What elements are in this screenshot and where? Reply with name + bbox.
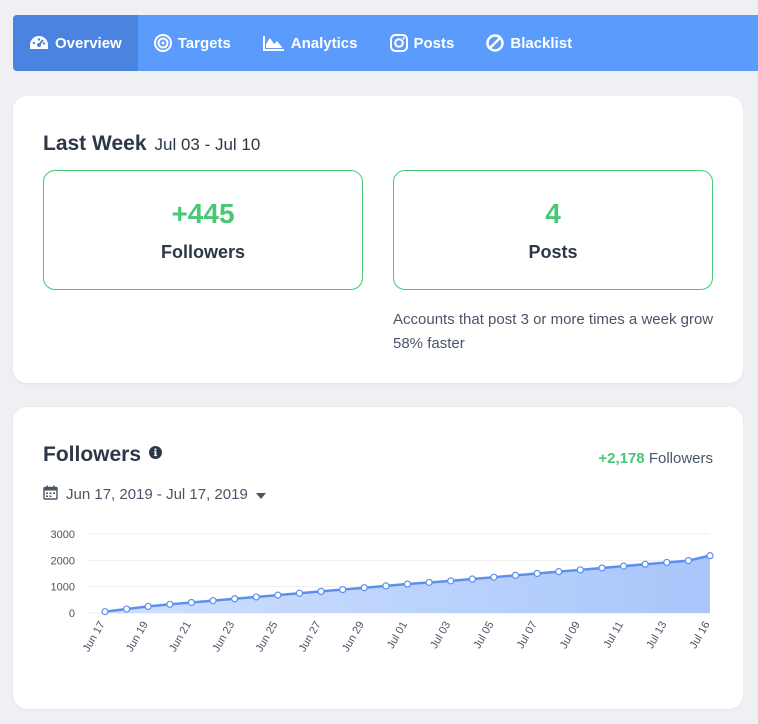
followers-total-label: Followers	[648, 450, 713, 467]
data-point	[468, 575, 476, 583]
data-point	[447, 577, 455, 585]
date-range-picker[interactable]: Jun 17, 2019 - Jul 17, 2019	[43, 485, 266, 504]
data-point	[490, 573, 498, 581]
ban-icon	[486, 34, 505, 52]
nav-item-label: Analytics	[290, 34, 358, 52]
data-point	[706, 552, 714, 560]
nav-item-overview[interactable]: Overview	[13, 15, 138, 71]
x-tick-label: Jun 25	[254, 620, 281, 655]
followers-chart: 0 1000 2000 3000 Jun 17 Jun 19 Jun 21 Jun 23 Jun…	[51, 529, 714, 655]
nav-item-analytics[interactable]: Analytics	[247, 15, 374, 71]
data-point	[382, 582, 390, 590]
target-icon	[153, 34, 172, 52]
data-point	[274, 591, 282, 599]
x-tick-label: Jul 11	[602, 620, 627, 651]
caret-down-icon	[255, 486, 266, 503]
followers-title: Followers	[43, 443, 142, 466]
data-point	[684, 556, 692, 565]
followers-heading: Followers	[43, 443, 163, 467]
data-point	[598, 564, 606, 572]
last-week-range: Jul 03 - Jul 10	[154, 135, 261, 154]
nav-item-targets[interactable]: Targets	[138, 15, 247, 71]
x-tick-label: Jun 19	[124, 620, 151, 655]
data-point	[295, 589, 304, 597]
x-tick-label: Jul 05	[471, 620, 496, 651]
last-week-title: Last Week	[43, 132, 147, 155]
data-point	[533, 569, 541, 578]
x-tick-label: Jun 29	[340, 620, 367, 655]
followers-stat-value: +445	[171, 197, 235, 229]
nav-item-blacklist[interactable]: Blacklist	[470, 15, 588, 71]
data-point	[425, 578, 433, 587]
followers-stat-box: +445 Followers	[43, 170, 363, 290]
posts-stat-box: 4 Posts	[393, 170, 713, 290]
nav-item-label: Posts	[413, 34, 455, 52]
y-tick-label: 3000	[51, 529, 75, 541]
data-point	[209, 597, 217, 605]
posting-tip: Accounts that post 3 or more times a wee…	[393, 311, 714, 352]
x-tick-label: Jul 09	[558, 620, 583, 651]
top-nav: Overview Targets Analytics Posts Blackli…	[13, 15, 758, 71]
date-range-label: Jun 17, 2019 - Jul 17, 2019	[66, 486, 248, 503]
y-tick-label: 0	[69, 608, 75, 620]
data-point	[360, 584, 368, 592]
x-tick-label: Jun 21	[167, 620, 194, 655]
nav-item-label: Overview	[55, 34, 122, 52]
dashboard-icon	[29, 35, 49, 51]
area-chart-icon	[262, 35, 285, 51]
data-point	[166, 600, 174, 608]
x-tick-label: Jul 03	[428, 620, 453, 651]
x-tick-label: Jul 13	[644, 620, 669, 651]
info-icon[interactable]	[149, 446, 163, 464]
x-tick-label: Jun 27	[297, 620, 324, 655]
x-tick-label: Jul 16	[688, 620, 713, 651]
x-tick-label: Jun 23	[210, 620, 237, 655]
instagram-icon	[389, 34, 408, 52]
posts-stat-label: Posts	[528, 241, 578, 262]
nav-item-posts[interactable]: Posts	[374, 15, 471, 71]
data-point	[101, 608, 109, 616]
calendar-icon	[43, 485, 58, 504]
nav-item-label: Targets	[177, 34, 231, 52]
data-point	[511, 571, 520, 579]
data-point	[339, 585, 347, 594]
data-point	[619, 562, 628, 570]
followers-total-value: +2,178	[598, 450, 645, 467]
followers-stat-label: Followers	[160, 241, 245, 262]
x-tick-label: Jun 17	[81, 620, 108, 655]
y-tick-label: 2000	[51, 555, 75, 567]
data-point	[123, 605, 131, 613]
posts-stat-value: 4	[545, 197, 561, 229]
y-tick-label: 1000	[51, 582, 75, 594]
x-tick-label: Jul 07	[515, 620, 540, 651]
data-point	[403, 580, 412, 588]
last-week-heading: Last Week Jul 03 - Jul 10	[43, 132, 260, 156]
data-point	[641, 560, 649, 568]
data-point	[231, 595, 239, 603]
data-point	[663, 558, 671, 567]
followers-card: Followers +2,178 Followers Jun 17, 2019 …	[13, 407, 743, 709]
last-week-card: Last Week Jul 03 - Jul 10 +445 Followers…	[13, 96, 743, 383]
data-point	[555, 568, 563, 576]
x-tick-label: Jul 01	[385, 620, 410, 651]
data-point	[144, 602, 152, 611]
data-point	[317, 587, 325, 596]
data-point	[252, 593, 260, 601]
data-point	[576, 566, 584, 574]
nav-item-label: Blacklist	[510, 34, 573, 52]
followers-total: +2,178 Followers	[598, 450, 713, 467]
data-point	[187, 598, 196, 607]
